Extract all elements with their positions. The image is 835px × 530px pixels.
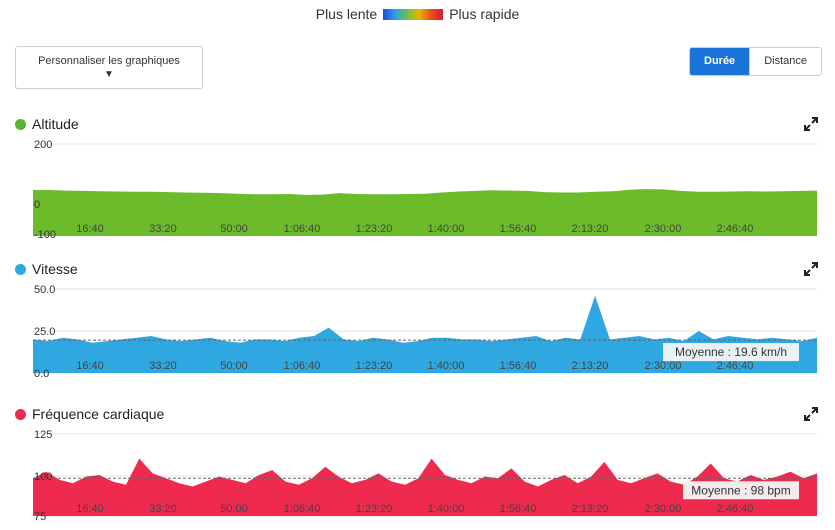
x-tick-label: 2:30:00 bbox=[645, 503, 682, 515]
x-tick-label: 16:40 bbox=[76, 223, 104, 235]
x-tick-label: 2:13:20 bbox=[572, 503, 609, 515]
speed-legend: Plus lente Plus rapide bbox=[0, 6, 835, 22]
expand-speed-icon[interactable] bbox=[804, 262, 818, 276]
x-tick-label: 33:20 bbox=[149, 223, 177, 235]
x-tick-label: 16:40 bbox=[76, 360, 104, 372]
average-badge: Moyenne : 98 bpm bbox=[683, 481, 799, 500]
x-tick-label: 1:06:40 bbox=[284, 223, 321, 235]
speed-chart: 50.0 25.0 0.0 16:40 33:20 50:00 1:06:40 1:23:20… bbox=[33, 284, 817, 380]
series-area bbox=[33, 458, 817, 516]
altitude-dot-icon bbox=[15, 118, 26, 130]
x-tick-label: 1:06:40 bbox=[284, 503, 321, 515]
caret-down-icon: ▼ bbox=[104, 69, 114, 80]
x-tick-label: 1:56:40 bbox=[500, 360, 537, 372]
x-tick-label: 50:00 bbox=[220, 223, 248, 235]
speed-gradient-bar bbox=[383, 8, 444, 20]
x-tick-label: 1:56:40 bbox=[500, 223, 537, 235]
x-tick-label: 1:40:00 bbox=[428, 360, 465, 372]
altitude-label: Altitude bbox=[32, 116, 79, 132]
x-tick-label: 2:13:20 bbox=[572, 223, 609, 235]
customize-charts-button[interactable]: Personnaliser les graphiques ▼ bbox=[15, 46, 203, 89]
x-tick-label: 1:23:20 bbox=[356, 503, 393, 515]
y-tick-label: 0.0 bbox=[34, 368, 49, 380]
x-tick-label: 2:46:40 bbox=[717, 503, 754, 515]
altitude-title: Altitude bbox=[15, 116, 79, 132]
x-tick-label: 50:00 bbox=[220, 360, 248, 372]
heart-rate-title: Fréquence cardiaque bbox=[15, 406, 164, 422]
x-tick-label: 2:13:20 bbox=[572, 360, 609, 372]
x-tick-label: 16:40 bbox=[76, 503, 104, 515]
heart-rate-dot-icon bbox=[15, 408, 26, 420]
heart-rate-label: Fréquence cardiaque bbox=[32, 406, 165, 422]
y-tick-label: 50.0 bbox=[34, 284, 55, 296]
y-tick-label: 125 bbox=[34, 429, 52, 441]
average-badge-bg bbox=[663, 343, 799, 362]
x-tick-label: 1:23:20 bbox=[356, 223, 393, 235]
average-badge: Moyenne : 19.6 km/h bbox=[663, 343, 799, 362]
series-area bbox=[33, 295, 817, 373]
axis-toggle: Durée Distance bbox=[689, 47, 822, 76]
x-tick-label: 2:30:00 bbox=[645, 360, 682, 372]
x-tick-label: 1:06:40 bbox=[284, 360, 321, 372]
legend-slow-label: Plus lente bbox=[315, 6, 378, 22]
x-tick-label: 2:46:40 bbox=[717, 223, 754, 235]
y-tick-label: 25.0 bbox=[34, 326, 55, 338]
series-area bbox=[33, 189, 817, 236]
expand-heart-rate-icon[interactable] bbox=[804, 407, 818, 421]
speed-dot-icon bbox=[15, 263, 26, 275]
x-tick-label: 50:00 bbox=[220, 503, 248, 515]
x-tick-label: 1:40:00 bbox=[428, 223, 465, 235]
altitude-chart: 200 0 -100 16:40 33:20 50:00 1:06:40 1:23:20 1:4… bbox=[33, 139, 817, 241]
expand-altitude-icon[interactable] bbox=[804, 117, 818, 131]
customize-charts-label: Personnaliser les graphiques bbox=[38, 55, 180, 67]
legend-fast-label: Plus rapide bbox=[449, 6, 520, 22]
average-label: Moyenne : 19.6 km/h bbox=[675, 345, 787, 359]
average-label: Moyenne : 98 bpm bbox=[691, 483, 790, 497]
y-tick-label: 100 bbox=[34, 471, 52, 483]
x-tick-label: 2:30:00 bbox=[645, 223, 682, 235]
toggle-duration-button[interactable]: Durée bbox=[690, 48, 750, 75]
y-tick-label: 75 bbox=[34, 511, 46, 523]
x-tick-label: 33:20 bbox=[149, 360, 177, 372]
average-badge-bg bbox=[683, 481, 799, 500]
x-tick-label: 1:56:40 bbox=[500, 503, 537, 515]
y-tick-label: -100 bbox=[34, 229, 56, 241]
speed-title: Vitesse bbox=[15, 261, 78, 277]
x-tick-label: 2:46:40 bbox=[717, 360, 754, 372]
x-tick-label: 1:40:00 bbox=[428, 503, 465, 515]
y-tick-label: 200 bbox=[34, 139, 52, 151]
toggle-distance-button[interactable]: Distance bbox=[749, 48, 821, 75]
heart-rate-chart: 125 100 75 16:40 33:20 50:00 1:06:40 1:23:20 1:4… bbox=[33, 429, 817, 523]
x-tick-label: 1:23:20 bbox=[356, 360, 393, 372]
x-tick-label: 33:20 bbox=[149, 503, 177, 515]
speed-label: Vitesse bbox=[32, 261, 78, 277]
y-tick-label: 0 bbox=[34, 199, 40, 211]
